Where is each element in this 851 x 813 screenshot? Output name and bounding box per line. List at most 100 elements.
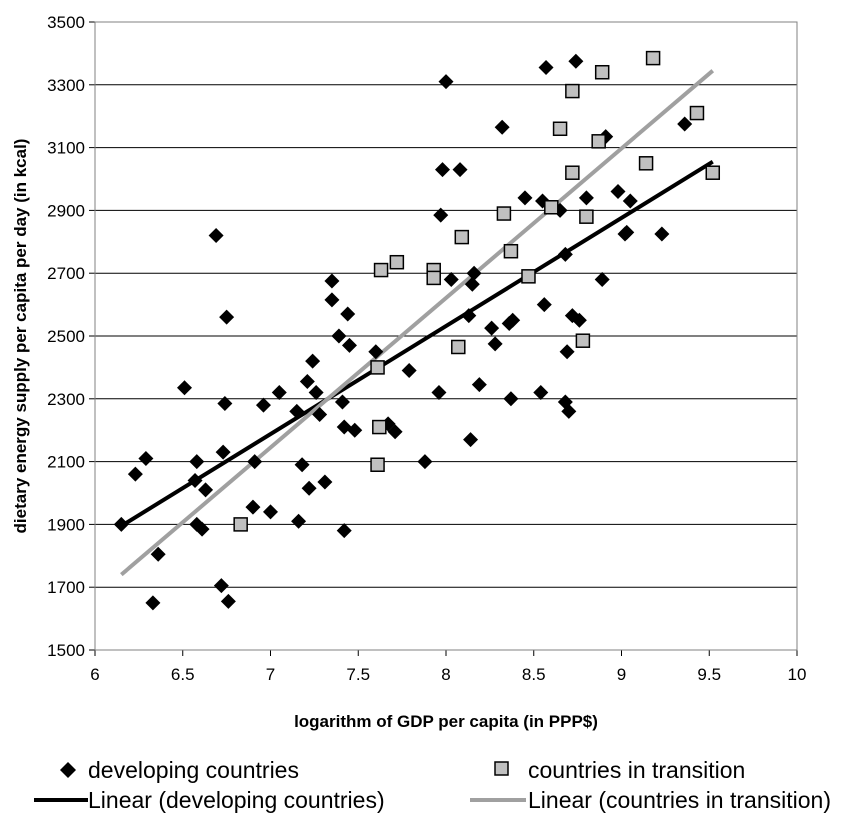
point-transition [565, 165, 580, 180]
point-developing [610, 184, 626, 200]
point-developing [187, 472, 203, 488]
y-tick-label: 2900 [47, 201, 85, 220]
point-developing [461, 308, 477, 324]
x-tick-label: 10 [788, 665, 807, 684]
point-developing [619, 224, 635, 240]
point-developing [347, 422, 363, 438]
point-developing [557, 246, 573, 262]
y-tick-label: 3100 [47, 139, 85, 158]
y-tick-label: 2100 [47, 453, 85, 472]
point-transition [454, 229, 470, 245]
point-transition [705, 165, 721, 180]
x-axis-ticks: 6 6.5 7 7.5 8 8.5 9 9.5 10 [90, 650, 806, 684]
point-developing [536, 297, 552, 313]
point-developing [466, 265, 482, 281]
point-developing [245, 499, 261, 515]
legend-square-marker [494, 761, 509, 776]
point-developing [334, 394, 350, 410]
point-developing [401, 363, 417, 379]
legend-item-linear-developing: Linear (developing countries) [34, 787, 385, 813]
point-developing [263, 504, 278, 520]
point-transition [370, 360, 385, 375]
trendline-series-2 [120, 160, 714, 528]
point-transition [594, 64, 610, 80]
point-developing [622, 193, 638, 209]
y-tick-label: 3300 [47, 76, 85, 95]
point-developing [255, 397, 271, 413]
point-transition [645, 50, 661, 66]
point-developing [215, 444, 231, 460]
point-developing [291, 513, 307, 529]
y-axis-title: dietary energy supply per capita per day… [11, 139, 30, 534]
point-developing [431, 385, 447, 401]
point-transition [233, 517, 248, 532]
point-developing [594, 271, 610, 287]
point-developing [217, 396, 233, 412]
point-developing [654, 226, 670, 242]
point-developing [289, 403, 305, 419]
point-transition [496, 206, 512, 221]
point-developing [452, 162, 468, 178]
point-developing [198, 482, 214, 498]
point-developing [503, 391, 519, 407]
point-developing [559, 344, 575, 360]
legend-label-transition: countries in transition [528, 757, 745, 783]
point-developing [247, 454, 263, 470]
legend: developing countries countries in transi… [34, 757, 831, 813]
point-transition [503, 243, 519, 259]
point-developing [571, 312, 587, 328]
point-transition [426, 270, 441, 286]
point-developing [219, 309, 235, 325]
y-tick-label: 2500 [47, 327, 85, 346]
x-tick-label: 6 [90, 665, 99, 684]
legend-label-developing: developing countries [88, 757, 299, 783]
y-tick-label: 1700 [47, 578, 85, 597]
legend-label-linear-developing: Linear (developing countries) [88, 787, 385, 813]
x-tick-label: 6.5 [171, 665, 195, 684]
point-developing [177, 380, 193, 396]
point-transition [565, 83, 580, 99]
y-tick-label: 3500 [47, 13, 85, 32]
data-points [113, 50, 721, 611]
legend-label-linear-transition: Linear (countries in transition) [528, 787, 831, 813]
x-tick-label: 7.5 [346, 665, 370, 684]
point-transition [521, 269, 536, 284]
point-transition [372, 419, 387, 435]
point-developing [294, 457, 310, 473]
point-transition [370, 457, 385, 472]
point-developing [494, 119, 510, 135]
legend-item-linear-transition: Linear (countries in transition) [470, 787, 831, 813]
point-developing [538, 60, 554, 76]
point-developing [336, 523, 352, 539]
point-transition [638, 156, 654, 171]
point-transition [591, 134, 606, 149]
point-developing [505, 312, 521, 328]
point-developing [317, 474, 333, 490]
point-developing [324, 273, 340, 289]
legend-item-developing: developing countries [60, 757, 299, 783]
y-tick-label: 2300 [47, 390, 85, 409]
legend-item-transition: countries in transition [494, 757, 745, 783]
point-developing [433, 207, 449, 223]
x-tick-label: 8 [441, 665, 450, 684]
point-developing [463, 432, 479, 448]
point-transition [451, 339, 466, 355]
point-developing [471, 377, 487, 393]
point-developing [331, 328, 347, 344]
x-tick-label: 9 [617, 665, 626, 684]
point-transition [689, 105, 705, 121]
point-developing [677, 116, 693, 132]
gridlines [95, 84, 797, 588]
point-developing [434, 162, 450, 178]
trend-lines [120, 69, 715, 577]
point-developing [189, 454, 205, 470]
point-developing [484, 320, 500, 336]
point-developing [340, 306, 356, 322]
point-developing [194, 521, 210, 537]
point-developing [308, 385, 324, 401]
point-developing [299, 374, 315, 390]
point-developing [464, 276, 480, 292]
x-tick-label: 9.5 [697, 665, 721, 684]
point-developing [208, 228, 224, 244]
point-developing [312, 407, 328, 422]
